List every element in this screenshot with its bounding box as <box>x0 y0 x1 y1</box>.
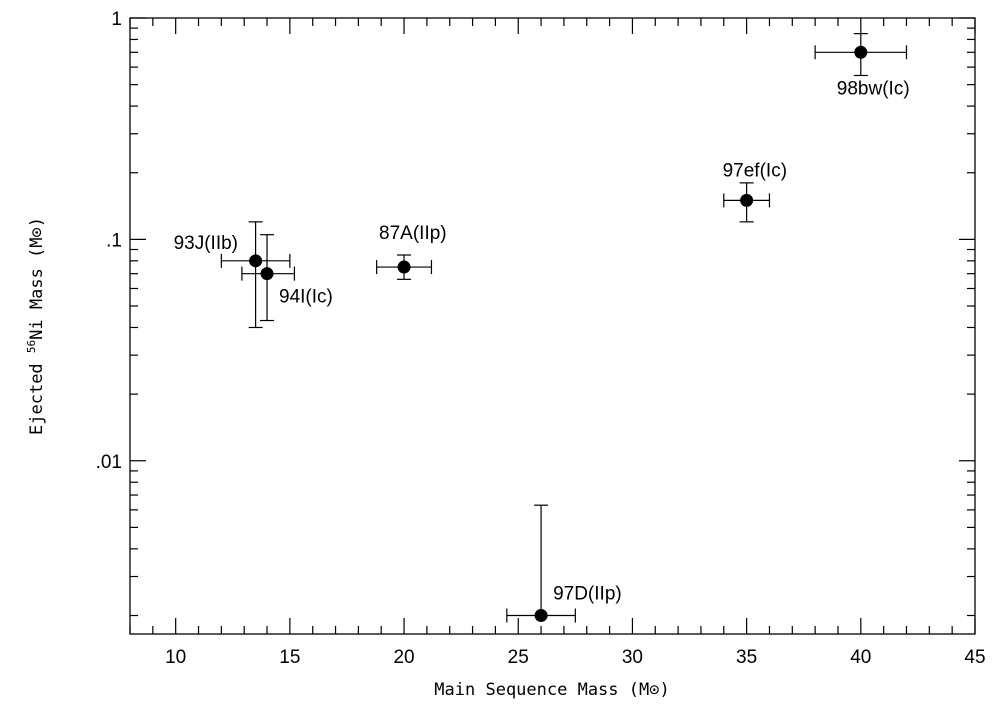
y-tick-label: .01 <box>96 452 122 473</box>
data-point <box>397 260 411 274</box>
plot-frame <box>129 17 976 635</box>
data-points <box>220 33 908 623</box>
axis-ticks <box>129 17 976 634</box>
data-point-label: 93J(IIb) <box>174 233 238 254</box>
y-tick-label: .1 <box>106 230 122 251</box>
data-point <box>740 193 754 207</box>
data-point <box>534 609 548 623</box>
x-tick-label: 45 <box>964 647 985 668</box>
x-tick-label: 30 <box>622 647 643 668</box>
y-tick-label: 1 <box>111 9 122 30</box>
x-tick-label: 20 <box>393 647 414 668</box>
data-point-label: 98bw(Ic) <box>837 78 910 99</box>
data-point <box>854 45 868 59</box>
y-axis-title-superscript: 56 <box>25 340 38 353</box>
x-tick-label: 35 <box>736 647 757 668</box>
x-tick-label: 25 <box>508 647 529 668</box>
data-point-label: 94I(Ic) <box>279 287 333 308</box>
y-axis-title-suffix: Ni Mass (M⊙) <box>27 217 47 340</box>
data-point-label: 97ef(Ic) <box>723 160 787 181</box>
data-point-label: 87A(IIp) <box>379 223 447 244</box>
data-point-label: 97D(IIp) <box>553 584 622 605</box>
chart-text: 10 15 20 25 30 35 40 45 .01 .1 1 93J(IIb) 94I(Ic) 87A… <box>96 9 986 668</box>
x-tick-label: 10 <box>165 647 186 668</box>
y-axis-title: Ejected 56Ni Mass (M⊙) <box>25 217 47 435</box>
y-axis-title-prefix: Ejected <box>27 353 47 435</box>
data-point <box>249 254 263 268</box>
data-point <box>260 267 274 281</box>
x-tick-label: 15 <box>279 647 300 668</box>
x-tick-label: 40 <box>850 647 871 668</box>
x-axis-title: Main Sequence Mass (M⊙) <box>434 680 669 700</box>
